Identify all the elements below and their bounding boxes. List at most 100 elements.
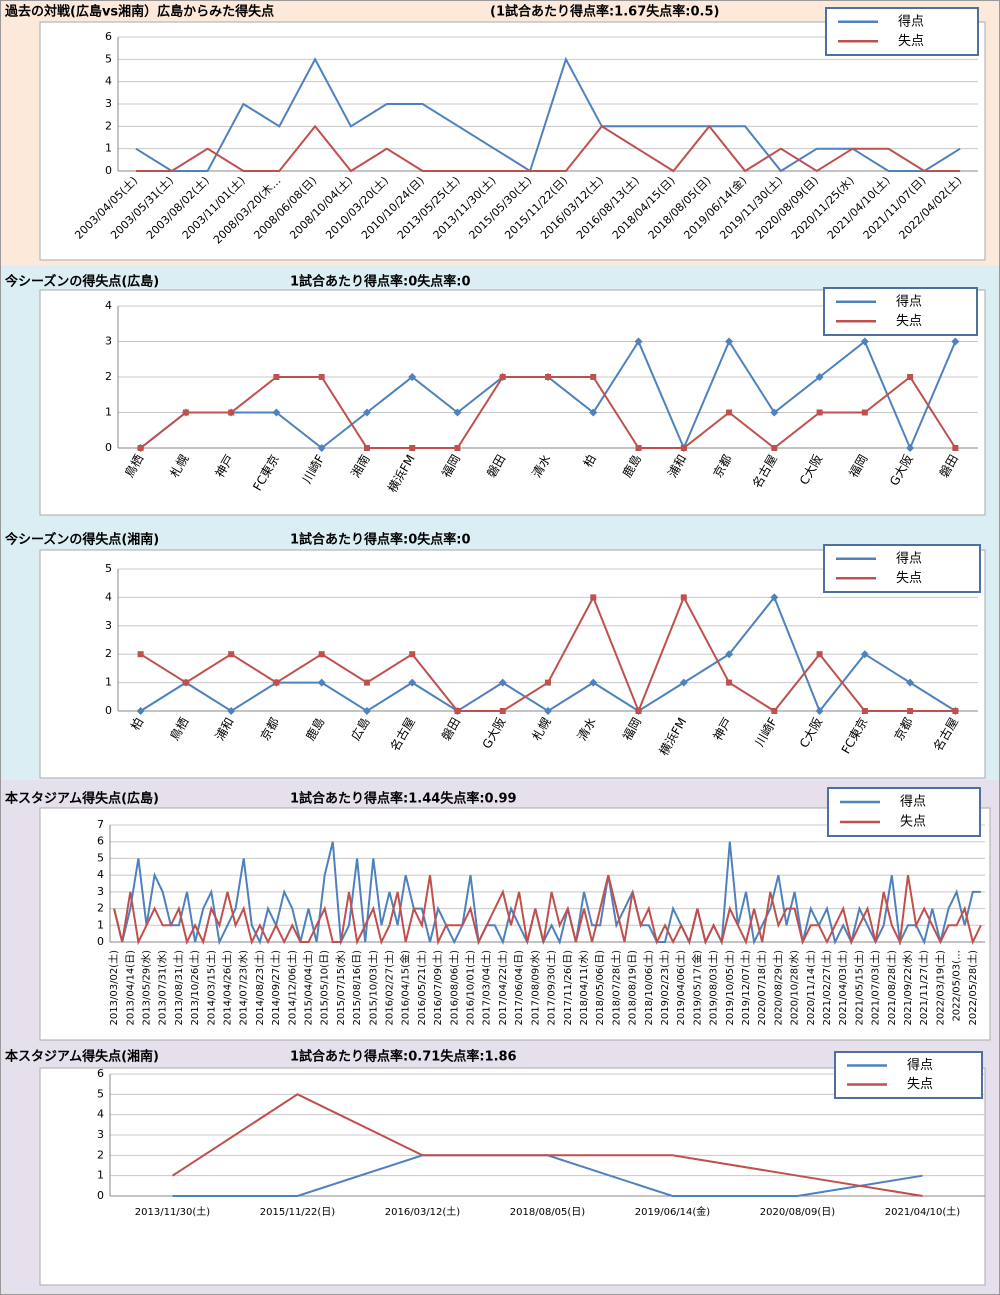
x-tick-label: 2016/07/09(土) [431,950,444,1026]
x-tick-label: 2015/04/04(土) [301,950,314,1026]
point [771,445,778,451]
y-tick-label: 2 [97,902,104,915]
point [860,337,869,346]
x-tick-label: 2018/05/06(日) [595,950,606,1026]
point [951,337,960,346]
x-tick-label: 2021/07/03(土) [869,950,882,1026]
point [408,373,417,381]
chart-area [39,1067,986,1286]
point [363,679,370,686]
chart-subtitle: (1試合あたり得点率:1.67失点率:0.5) [490,4,719,20]
point [815,707,824,715]
x-tick-label: 2015/11/22(日) [260,1207,336,1218]
x-tick-label: 2021/05/15(土) [852,950,865,1026]
y-tick-label: 1 [105,142,112,155]
y-tick-label: 5 [105,562,112,575]
point [317,444,326,452]
y-tick-label: 0 [105,704,112,717]
x-tick-label: 2022/03/19(土) [933,950,946,1026]
x-tick-label: 2015/05/10(日) [320,950,331,1026]
y-tick-label: 3 [105,97,112,110]
series-line [171,1093,923,1197]
x-tick-label: 2019/08/03(土) [707,950,720,1026]
point [816,651,823,658]
x-tick-label: 2018/10/06(土) [642,950,655,1026]
x-tick-label: 2021/02/27(土) [820,950,833,1026]
x-tick-label: 2020/08/29(土) [771,950,784,1026]
series-line [113,874,982,946]
x-tick-label: 2013/11/30(土) [135,1205,211,1218]
y-tick-label: 1 [105,676,112,689]
legend-label: 失点 [898,34,924,49]
point [589,408,598,417]
x-tick-label: 2014/08/23(土) [253,950,266,1026]
point [137,445,144,451]
x-tick-label: 2014/04/26(土) [220,950,233,1026]
series-line [113,841,981,946]
point [228,651,235,658]
y-tick-label: 0 [105,164,112,177]
x-tick-label: 2018/07/28(土) [609,950,622,1026]
point [952,708,959,714]
point [545,679,551,686]
y-tick-label: 4 [105,75,112,88]
chart-subtitle: 1試合あたり得点率:0失点率:0 [290,274,471,290]
x-tick-label: 2022/05/03(… [952,950,963,1022]
point [318,374,325,380]
point [272,408,281,417]
point [906,678,915,687]
y-tick-label: 4 [105,590,112,603]
y-tick-label: 3 [105,335,112,348]
y-tick-label: 1 [97,1169,104,1182]
legend-box [827,787,981,837]
legend-label: 失点 [896,314,922,329]
y-tick-label: 5 [105,52,112,65]
point [726,679,733,686]
x-tick-label: 2013/07/31(水) [157,950,169,1026]
x-tick-label: 2022/05/28(土) [966,950,979,1026]
x-tick-label: 2020/07/18(土) [755,950,768,1026]
series-line [135,124,961,173]
point [952,445,959,451]
legend-box [825,7,979,56]
point [590,374,597,380]
x-tick-label: 2017/08/09(水) [529,950,541,1026]
point [861,708,868,714]
x-tick-label: 2016/05/21(土) [415,950,428,1026]
point [362,408,371,417]
point [362,707,371,715]
y-tick-label: 2 [105,370,112,383]
point [228,409,235,416]
x-tick-label: 2021/08/28(土) [885,950,898,1026]
point [499,374,506,380]
point [408,678,417,687]
point [273,374,280,380]
x-tick-label: 2017/09/30(土) [545,950,558,1026]
point [544,707,552,715]
point [634,337,643,346]
x-tick-label: 2019/12/07(土) [739,950,752,1026]
y-tick-label: 3 [97,885,104,898]
x-tick-label: 2014/07/23(水) [238,950,250,1026]
x-tick-label: 2013/05/29(水) [140,950,152,1026]
x-tick-label: 2017/06/04(日) [514,950,525,1026]
x-tick-label: 2018/08/05(日) [510,1207,586,1218]
x-tick-label: 2013/08/31(土) [172,950,185,1026]
point [861,409,868,416]
point [227,707,236,715]
y-tick-label: 5 [97,1087,104,1100]
x-tick-label: 2014/09/27(土) [269,950,282,1026]
point [589,678,598,687]
point [318,651,325,658]
y-tick-label: 6 [97,1067,104,1080]
x-tick-label: 2021/04/10(土) [885,1205,961,1218]
chart-title: 今シーズンの得失点(広島) [4,274,159,290]
point [409,651,416,658]
x-tick-label: 2014/03/15(土) [204,950,217,1026]
point [635,445,642,451]
point [454,708,461,714]
point [454,445,461,451]
x-tick-label: 2013/10/26(土) [188,950,201,1026]
series-line [135,56,961,173]
